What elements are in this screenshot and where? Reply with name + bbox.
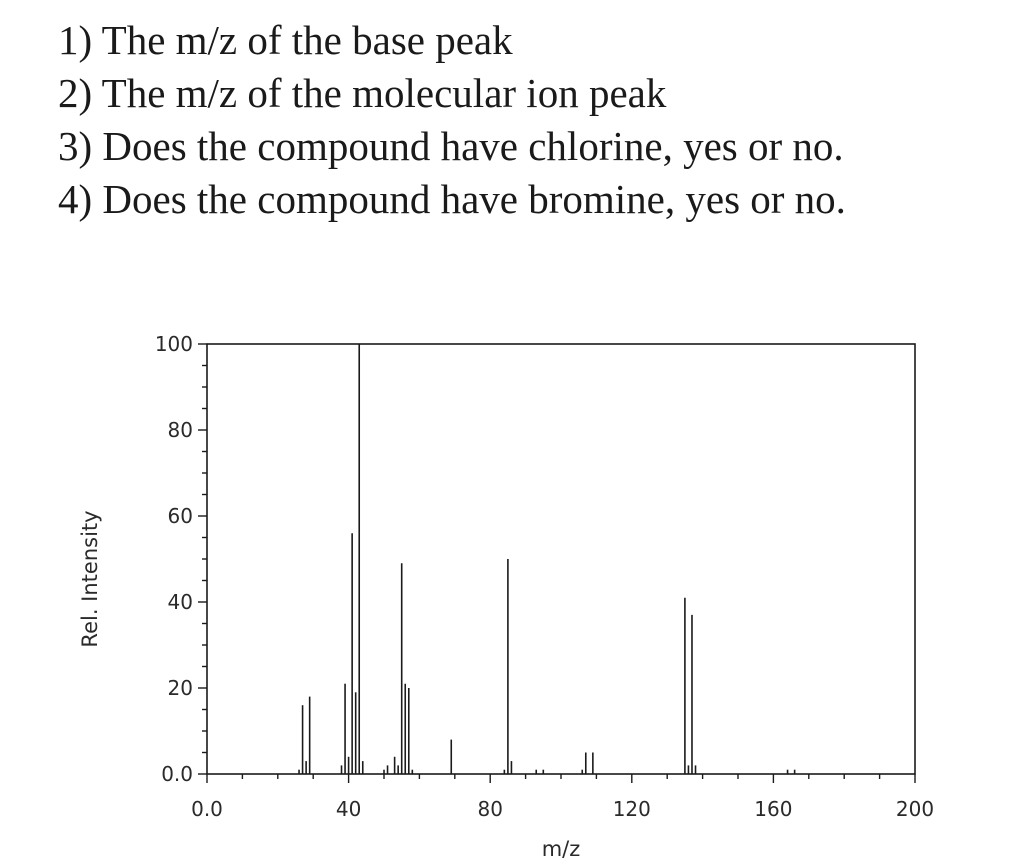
- x-tick-label: 0.0: [191, 797, 223, 821]
- y-axis-title: Rel. Intensity: [78, 510, 102, 647]
- x-tick-label: 40: [336, 797, 361, 821]
- y-axis-ticks: 0.0 20 40 60 80 100: [155, 332, 207, 786]
- y-tick-label: 100: [155, 332, 193, 356]
- question-3: 3) Does the compound have chlorine, yes …: [58, 123, 844, 169]
- question-2: 2) The m/z of the molecular ion peak: [58, 70, 667, 116]
- question-1: 1) The m/z of the base peak: [58, 17, 513, 63]
- y-tick-label: 20: [168, 676, 193, 700]
- y-tick-label: 60: [168, 504, 193, 528]
- y-tick-label: 0.0: [161, 762, 193, 786]
- x-tick-label: 160: [754, 797, 792, 821]
- x-axis-title: m/z: [542, 837, 581, 861]
- x-tick-label: 200: [896, 797, 934, 821]
- plot-border: [206, 343, 916, 775]
- question-4: 4) Does the compound have bromine, yes o…: [58, 176, 846, 222]
- mass-spectrum-chart: 0.0 40 80 120 160 200 0.0 20 40 60 80 100 m/z Rel.…: [78, 332, 934, 861]
- question-list: 1) The m/z of the base peak 2) The m/z o…: [58, 14, 846, 226]
- x-axis-ticks: 0.0 40 80 120 160 200: [191, 774, 934, 821]
- x-tick-label: 120: [613, 797, 651, 821]
- plot-frame: [206, 343, 916, 775]
- x-tick-label: 80: [477, 797, 502, 821]
- y-tick-label: 80: [168, 418, 193, 442]
- y-tick-label: 40: [168, 590, 193, 614]
- peak-series: [298, 344, 796, 774]
